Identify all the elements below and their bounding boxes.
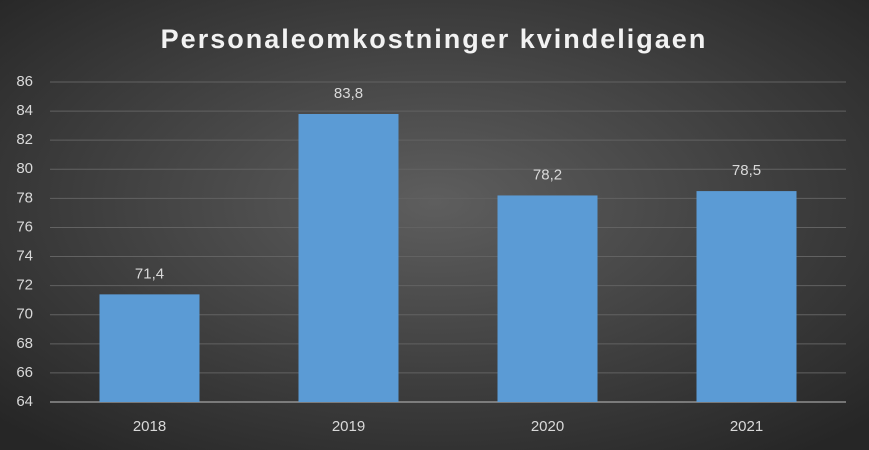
x-tick-label: 2018 — [133, 418, 166, 435]
chart-title: Personaleomkostninger kvindeligaen — [161, 24, 708, 54]
x-tick-label: 2021 — [730, 418, 763, 435]
bar — [99, 294, 200, 402]
value-label: 78,5 — [732, 162, 761, 179]
bar — [298, 114, 399, 402]
y-tick-label: 74 — [16, 248, 33, 265]
value-label: 83,8 — [334, 85, 363, 102]
y-tick-label: 66 — [16, 364, 33, 381]
y-tick-label: 76 — [16, 218, 33, 235]
y-tick-label: 78 — [16, 189, 33, 206]
value-label: 78,2 — [533, 166, 562, 183]
bar — [696, 191, 797, 402]
y-tick-label: 86 — [16, 73, 33, 90]
y-tick-label: 68 — [16, 335, 33, 352]
x-tick-label: 2020 — [531, 418, 564, 435]
y-tick-label: 82 — [16, 131, 33, 148]
bar — [497, 195, 598, 402]
y-tick-label: 72 — [16, 277, 33, 294]
y-tick-label: 64 — [16, 393, 33, 410]
y-tick-label: 80 — [16, 160, 33, 177]
y-tick-label: 84 — [16, 102, 33, 119]
x-tick-label: 2019 — [332, 418, 365, 435]
y-tick-label: 70 — [16, 306, 33, 323]
value-label: 71,4 — [135, 265, 164, 282]
